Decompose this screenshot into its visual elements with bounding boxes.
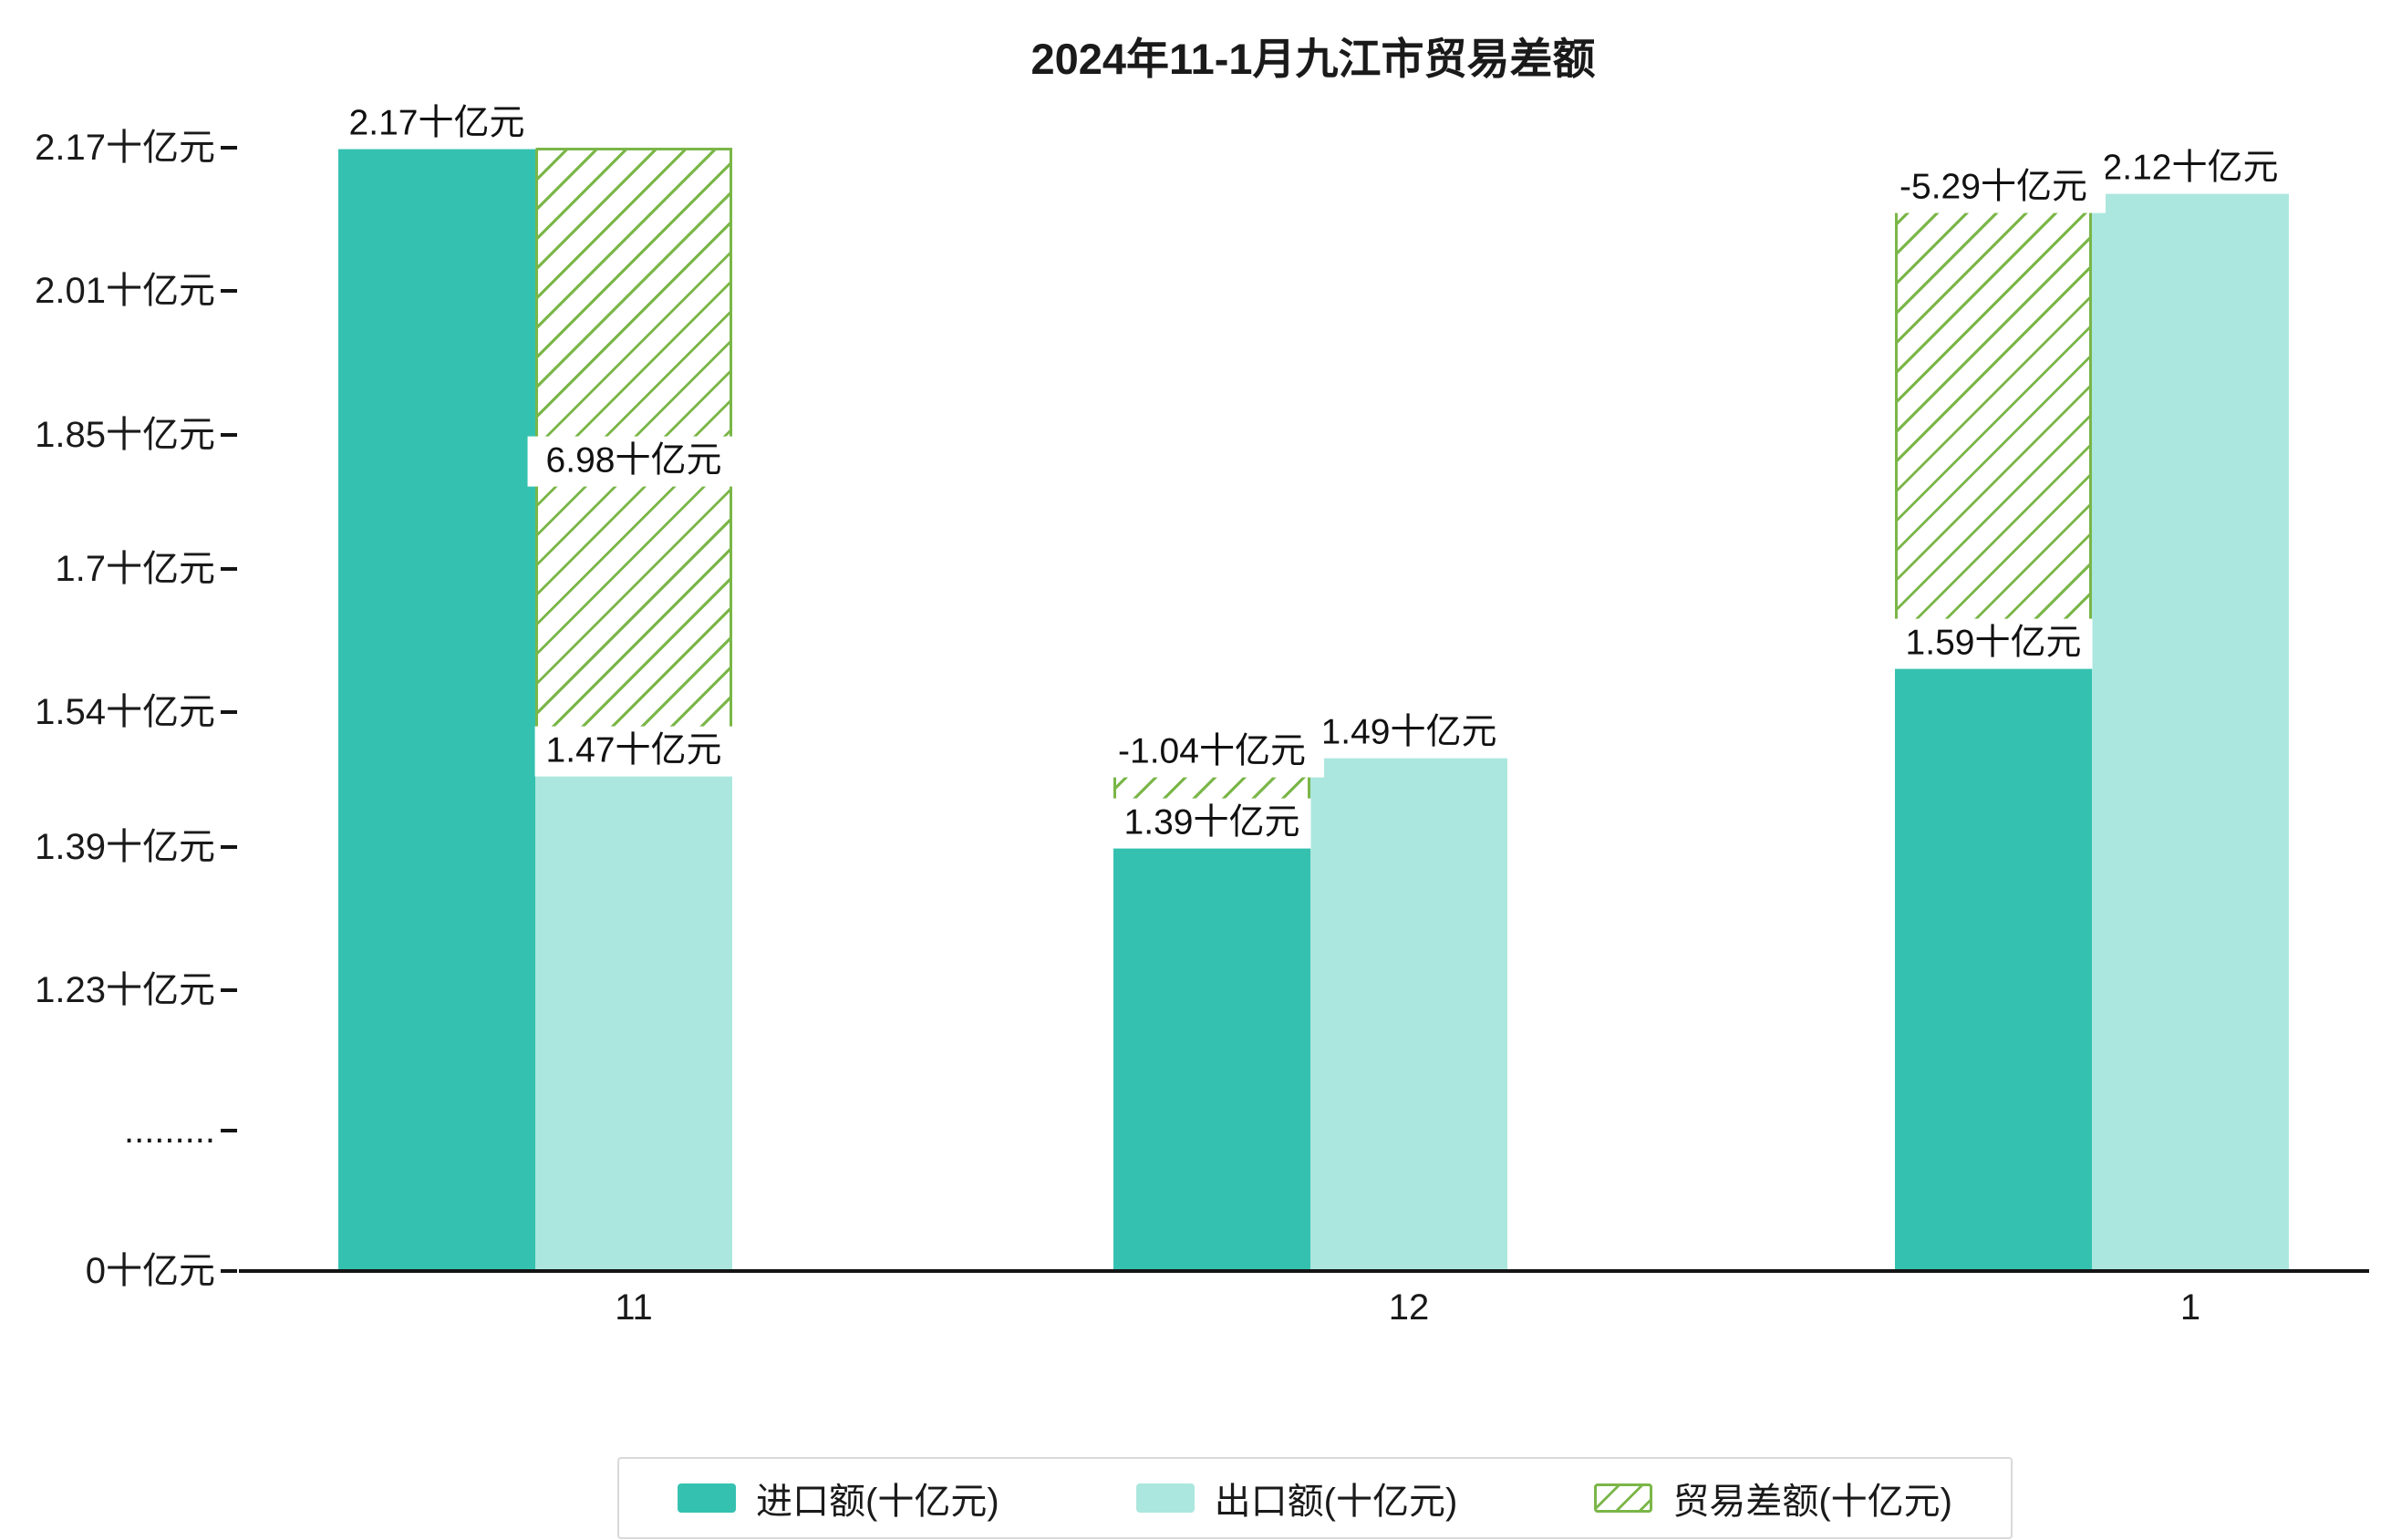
y-tick-mark <box>221 710 237 715</box>
trade-balance-swatch-icon <box>1594 1483 1653 1513</box>
trade-balance-label: -1.04十亿元 <box>1100 728 1324 778</box>
y-tick-label: 2.01十亿元 <box>35 271 215 312</box>
x-tick-label: 11 <box>615 1287 653 1328</box>
import-value-label: 1.39十亿元 <box>1113 798 1311 849</box>
y-tick-mark <box>221 1129 237 1132</box>
y-tick-mark <box>221 844 237 849</box>
y-tick-label: 1.23十亿元 <box>35 970 215 1010</box>
y-tick-label: 1.7十亿元 <box>55 549 215 589</box>
import-swatch-icon <box>678 1483 737 1513</box>
y-tick-label: 2.17十亿元 <box>35 128 215 168</box>
chart-title: 2024年11-1月九江市贸易差额 <box>1030 35 1596 83</box>
legend-label-export: 出口额(十亿元) <box>1214 1482 1458 1522</box>
import-bar <box>1895 667 2092 1271</box>
export-bar <box>1310 757 1507 1271</box>
y-tick-mark <box>221 432 237 437</box>
import-value-label: 1.59十亿元 <box>1894 618 2093 669</box>
x-tick-label: 12 <box>1388 1287 1430 1328</box>
import-bar <box>1113 846 1310 1271</box>
legend-item-trade-balance: 贸易差额(十亿元) <box>1594 1472 1952 1524</box>
export-value-label: 2.12十亿元 <box>2091 143 2290 194</box>
legend-item-import: 进口额(十亿元) <box>678 1472 999 1524</box>
y-tick-mark <box>221 1269 237 1273</box>
y-tick-label: 1.39十亿元 <box>35 826 215 867</box>
y-tick-label: 0十亿元 <box>85 1251 215 1291</box>
y-tick-label: 1.85十亿元 <box>35 414 215 455</box>
y-tick-mark <box>221 988 237 992</box>
y-tick-mark <box>221 567 237 571</box>
y-axis-break-label: ......... <box>123 1111 215 1151</box>
export-bar <box>535 775 732 1271</box>
legend: 进口额(十亿元) 出口额(十亿元) 贸易差额(十亿元) <box>617 1457 2013 1539</box>
y-tick-mark <box>221 289 237 294</box>
y-tick-mark <box>221 146 237 150</box>
y-tick-label: 1.54十亿元 <box>35 692 215 733</box>
export-swatch-icon <box>1135 1483 1195 1513</box>
x-tick-label: 1 <box>2179 1287 2201 1328</box>
x-axis-line <box>239 1269 2369 1273</box>
legend-item-export: 出口额(十亿元) <box>1135 1472 1458 1524</box>
trade-balance-bar <box>1895 192 2092 668</box>
legend-label-import: 进口额(十亿元) <box>756 1482 999 1522</box>
legend-label-trade-balance: 贸易差额(十亿元) <box>1672 1482 1952 1522</box>
export-bar <box>2092 192 2289 1271</box>
import-value-label: 2.17十亿元 <box>337 98 536 150</box>
trade-balance-label: 6.98十亿元 <box>527 436 740 487</box>
export-value-label: 1.49十亿元 <box>1309 708 1508 759</box>
import-bar <box>338 148 535 1271</box>
trade-balance-label: -5.29十亿元 <box>1881 162 2106 213</box>
export-value-label: 1.47十亿元 <box>534 726 733 777</box>
